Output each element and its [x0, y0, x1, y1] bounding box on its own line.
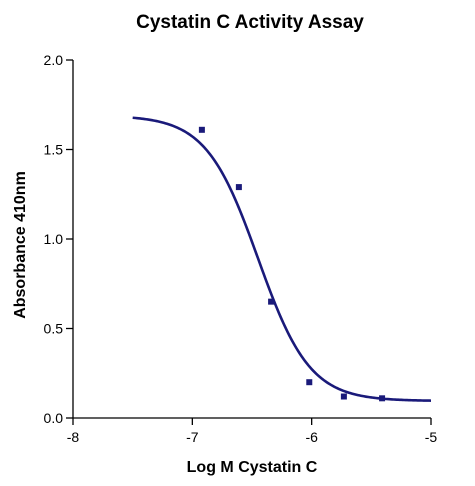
data-point [340, 393, 347, 400]
chart-title: Cystatin C Activity Assay [136, 12, 364, 33]
y-tick-label: 1.0 [44, 231, 64, 247]
y-axis-label: Absorbance 410nm [12, 171, 29, 319]
x-tick-label: -6 [305, 429, 318, 445]
data-point [198, 126, 205, 133]
x-tick-label: -5 [425, 429, 438, 445]
y-tick-label: 1.5 [44, 142, 64, 158]
x-tick-label: -8 [67, 429, 80, 445]
y-tick-label: 0.0 [44, 410, 64, 426]
x-tick-label: -7 [186, 429, 199, 445]
y-tick-label: 2.0 [44, 52, 64, 68]
data-point [379, 395, 386, 402]
data-point [235, 184, 242, 191]
ticks-group: -8 -7 -6 -5 0.0 0.5 1.0 1.5 2.0 [44, 52, 438, 445]
data-points-group [198, 126, 386, 402]
fit-curve [132, 116, 432, 402]
y-tick-label: 0.5 [44, 321, 64, 337]
data-point [268, 298, 275, 305]
data-point [306, 379, 313, 386]
x-axis-label: Log M Cystatin C [187, 459, 318, 476]
